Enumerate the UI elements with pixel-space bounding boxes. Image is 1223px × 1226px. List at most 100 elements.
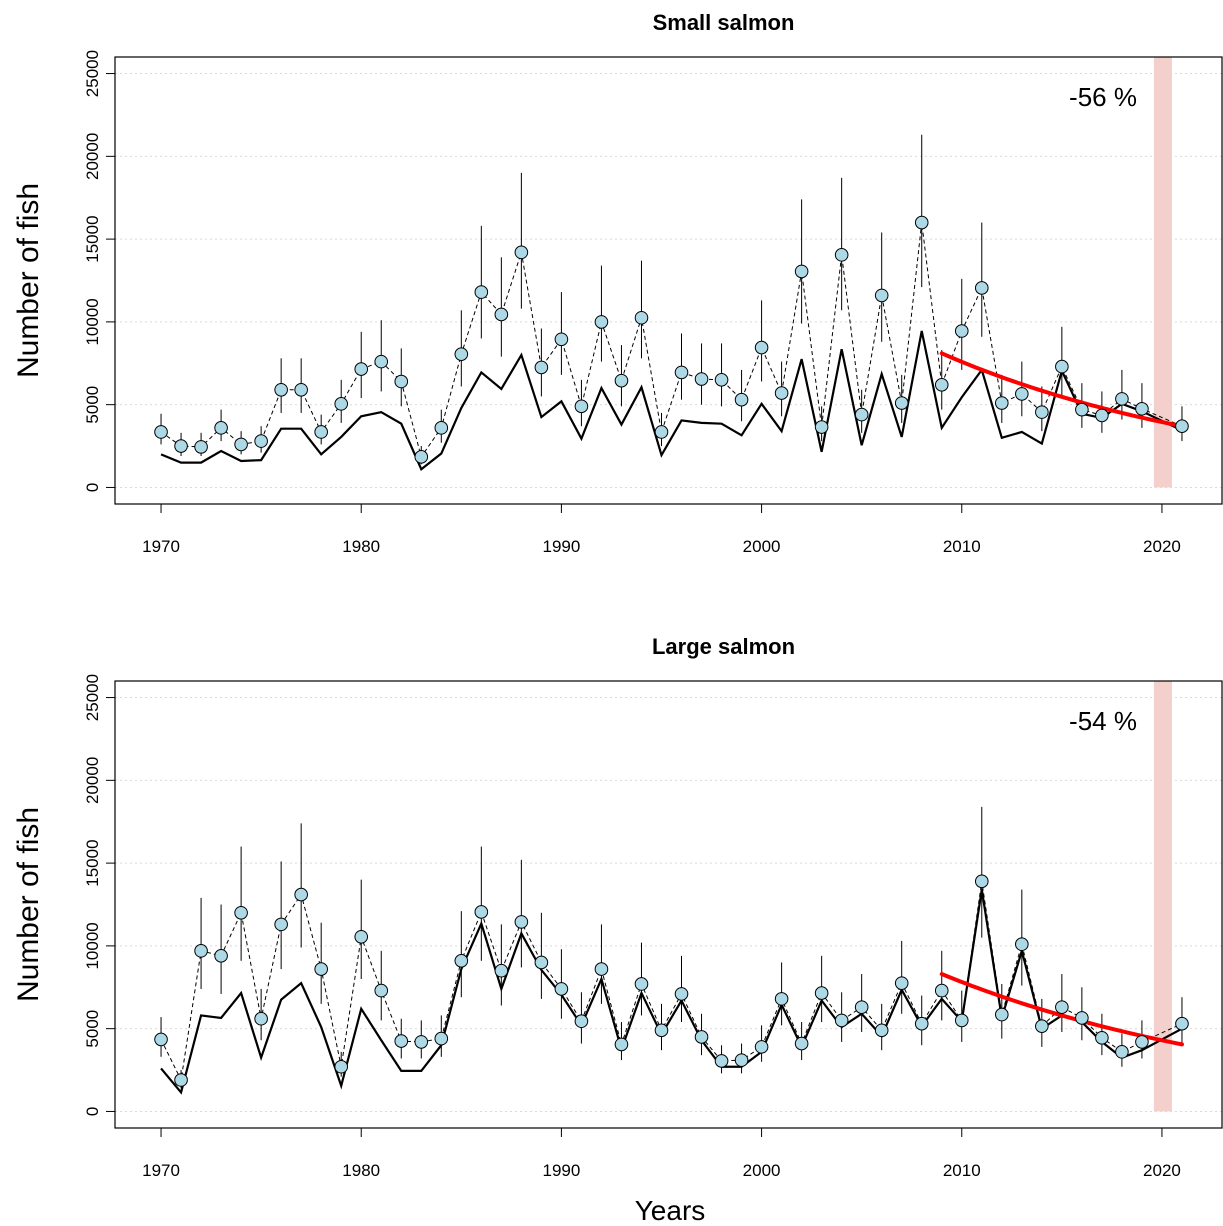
data-point	[574, 399, 589, 414]
data-point	[254, 1011, 268, 1026]
data-point	[514, 915, 529, 929]
data-point	[614, 1037, 629, 1052]
data-point	[1055, 1000, 1069, 1014]
data-point	[874, 1023, 889, 1038]
data-point	[1095, 1030, 1109, 1045]
x-tick-label: 1980	[342, 537, 380, 556]
y-axis-label: Number of fish	[12, 807, 45, 1002]
data-point	[1035, 405, 1049, 419]
data-point	[334, 397, 349, 411]
data-point	[774, 992, 789, 1006]
change-annotation: -56 %	[1069, 82, 1137, 112]
data-point	[594, 315, 609, 329]
data-point	[634, 977, 649, 991]
plot-frame	[114, 56, 1223, 505]
x-tick-label: 2000	[743, 537, 781, 556]
data-point	[754, 340, 769, 355]
data-point	[995, 1007, 1009, 1022]
data-point	[594, 962, 609, 976]
data-point	[234, 437, 248, 452]
data-point	[194, 440, 208, 454]
data-point	[474, 285, 489, 299]
data-point	[714, 1054, 729, 1068]
data-point	[1015, 937, 1029, 952]
y-tick-label: 15000	[83, 839, 102, 886]
data-point	[995, 396, 1009, 410]
y-tick-label: 20000	[83, 133, 102, 180]
data-point	[474, 905, 489, 919]
x-tick-label: 2020	[1143, 537, 1181, 556]
y-tick-label: 5000	[83, 386, 102, 424]
data-point	[254, 434, 268, 448]
y-tick-label: 0	[83, 483, 102, 492]
data-point	[1115, 1045, 1129, 1059]
data-point	[954, 324, 969, 338]
data-point	[214, 421, 228, 435]
data-point	[1035, 1019, 1049, 1033]
data-point	[354, 362, 369, 376]
data-point	[714, 373, 729, 387]
data-point	[394, 374, 409, 389]
data-point	[934, 983, 949, 998]
chart-title: Large salmon	[652, 634, 795, 659]
data-point	[274, 917, 288, 932]
data-point	[1135, 1035, 1149, 1049]
data-point	[534, 955, 549, 970]
x-tick-label: 2010	[943, 1161, 981, 1180]
series-solid-line	[160, 889, 1183, 1095]
data-point	[494, 963, 509, 978]
data-point	[314, 425, 328, 439]
x-tick-label: 2000	[743, 1161, 781, 1180]
data-point	[454, 347, 469, 361]
series-dashed-line	[160, 222, 1183, 458]
data-point	[314, 962, 328, 976]
data-point	[734, 1053, 749, 1067]
data-point	[574, 1014, 589, 1029]
data-point	[1075, 1011, 1089, 1025]
data-point	[394, 1034, 409, 1048]
data-point	[614, 373, 629, 388]
data-point	[694, 372, 709, 386]
data-point	[694, 1030, 709, 1044]
data-point	[894, 976, 909, 990]
y-axis-label: Number of fish	[12, 183, 45, 378]
data-point	[174, 1073, 188, 1087]
data-point	[954, 1013, 969, 1028]
data-point	[154, 425, 168, 439]
data-point	[374, 354, 389, 369]
highlight-band	[1153, 681, 1172, 1112]
x-axis-label: Years	[635, 1195, 706, 1226]
data-point	[634, 310, 649, 325]
y-tick-label: 5000	[83, 1010, 102, 1048]
data-point	[354, 929, 369, 944]
data-point	[854, 407, 869, 422]
data-point	[1075, 402, 1089, 417]
x-tick-label: 1970	[142, 1161, 180, 1180]
data-point	[154, 1032, 168, 1047]
data-point	[514, 245, 529, 260]
y-tick-label: 10000	[83, 922, 102, 969]
data-point	[894, 396, 909, 410]
data-point	[754, 1040, 769, 1054]
data-point	[334, 1059, 349, 1074]
data-point	[294, 887, 308, 902]
data-point	[1115, 392, 1129, 406]
data-point	[454, 953, 469, 968]
x-tick-label: 1990	[542, 537, 580, 556]
data-point	[834, 1013, 849, 1028]
series-solid-line	[160, 330, 1183, 471]
data-point	[934, 378, 949, 392]
data-point	[914, 1016, 929, 1031]
x-tick-label: 1990	[542, 1161, 580, 1180]
trend-line	[939, 351, 1184, 429]
data-point	[234, 905, 248, 920]
data-point	[414, 450, 429, 464]
data-point	[974, 281, 989, 295]
x-tick-label: 2020	[1143, 1161, 1181, 1180]
data-point	[674, 365, 689, 380]
data-point	[414, 1035, 429, 1049]
data-point	[554, 332, 569, 347]
data-point	[434, 421, 449, 435]
data-point	[814, 420, 829, 434]
highlight-band	[1153, 57, 1172, 488]
